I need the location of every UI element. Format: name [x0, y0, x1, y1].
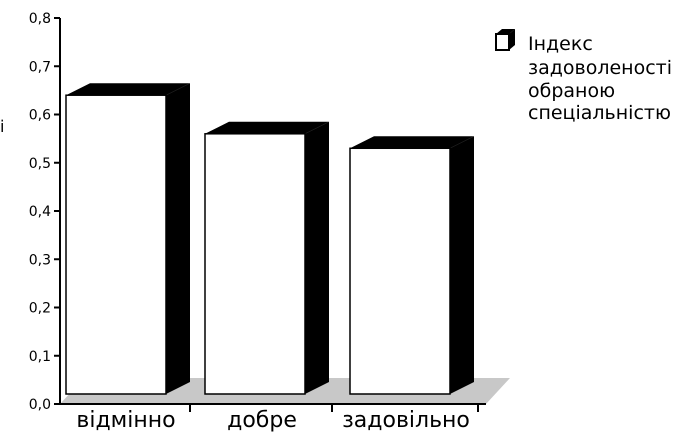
- y-tick-label: 0,3: [29, 252, 51, 268]
- legend-label-line-2: задоволеності: [528, 57, 672, 79]
- y-tick-label: 0,7: [29, 59, 51, 75]
- bar: [65, 83, 190, 395]
- bar: [349, 136, 474, 395]
- bar-top: [205, 121, 329, 134]
- bar: [204, 121, 329, 395]
- y-tick-label: 0,0: [29, 397, 51, 413]
- legend-label-line-4: спеціальністю: [528, 102, 671, 124]
- bar-top: [350, 136, 474, 149]
- bars: [65, 83, 474, 395]
- bar-front: [349, 147, 451, 395]
- axes: 0,0 0,1 0,2 0,3 0,4 0,5 0,6 0,7 0,8: [29, 11, 486, 413]
- bar-side: [305, 121, 329, 395]
- y-tick-label: 0,6: [29, 108, 51, 124]
- legend-label-line-3: обраною: [528, 80, 615, 102]
- x-category-label: відмінно: [76, 408, 175, 432]
- x-category-label: добре: [227, 408, 297, 432]
- bar-side: [450, 136, 474, 394]
- legend-swatch: [495, 29, 515, 51]
- x-category-label: задовільно: [342, 408, 470, 432]
- category-labels: відмінно добре задовільно: [76, 408, 470, 432]
- y-axis-label: і: [0, 117, 4, 136]
- bar-top: [66, 83, 190, 96]
- y-tick-label: 0,8: [29, 11, 51, 27]
- y-tick-label: 0,4: [29, 204, 51, 220]
- y-tick-label: 0,1: [29, 349, 51, 365]
- legend: Індекс задоволеності обраною спеціальніс…: [495, 29, 672, 124]
- bar-front: [65, 94, 167, 395]
- legend-label-line-1: Індекс: [528, 33, 593, 55]
- y-tick-label: 0,2: [29, 301, 51, 317]
- bar-side: [166, 83, 190, 394]
- bar-front: [204, 133, 306, 395]
- y-tick-label: 0,5: [29, 156, 51, 172]
